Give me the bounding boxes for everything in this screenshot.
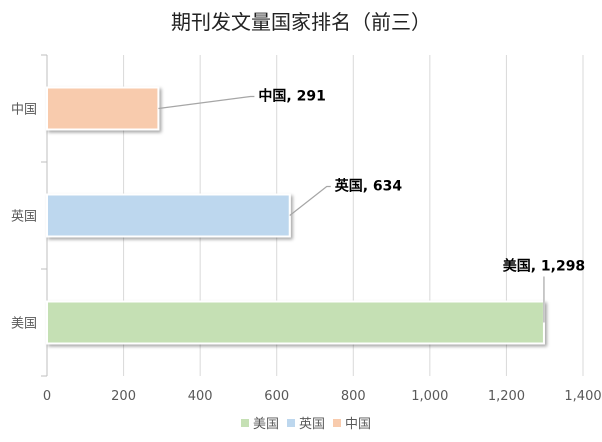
bars: [46, 86, 545, 345]
x-tick-label: 1,200: [488, 389, 525, 404]
y-tick-label: 中国: [11, 103, 37, 118]
y-tick-label: 美国: [11, 317, 37, 332]
bar: [46, 86, 160, 131]
data-label: 中国, 291: [258, 88, 325, 105]
legend-label: 英国: [299, 417, 325, 432]
legend-label: 中国: [345, 417, 371, 432]
data-label: 美国, 1,298: [503, 258, 585, 275]
chart-title: 期刊发文量国家排名（前三）: [171, 10, 431, 34]
x-tick-labels: 0 200 400 600 800 1,000 1,200 1,400: [43, 389, 602, 404]
x-tick-label: 1,000: [411, 389, 448, 404]
x-tick-label: 0: [43, 389, 51, 404]
x-tick-label: 800: [341, 389, 366, 404]
x-tick-label: 1,400: [564, 389, 601, 404]
x-tick-label: 400: [188, 389, 213, 404]
legend-label: 美国: [253, 417, 279, 432]
bar: [46, 193, 291, 238]
bar: [46, 300, 545, 345]
leader-line: [289, 185, 331, 216]
legend: 美国 英国 中国: [241, 417, 371, 432]
leader-line: [158, 95, 255, 110]
legend-swatch: [241, 419, 249, 427]
legend-swatch: [287, 419, 295, 427]
data-labels: 中国, 291 英国, 634 美国, 1,298: [158, 88, 585, 323]
data-label: 英国, 634: [334, 178, 403, 195]
legend-swatch: [333, 419, 341, 427]
y-tick-label: 英国: [11, 210, 37, 225]
x-tick-label: 600: [264, 389, 289, 404]
x-tick-label: 200: [111, 389, 136, 404]
